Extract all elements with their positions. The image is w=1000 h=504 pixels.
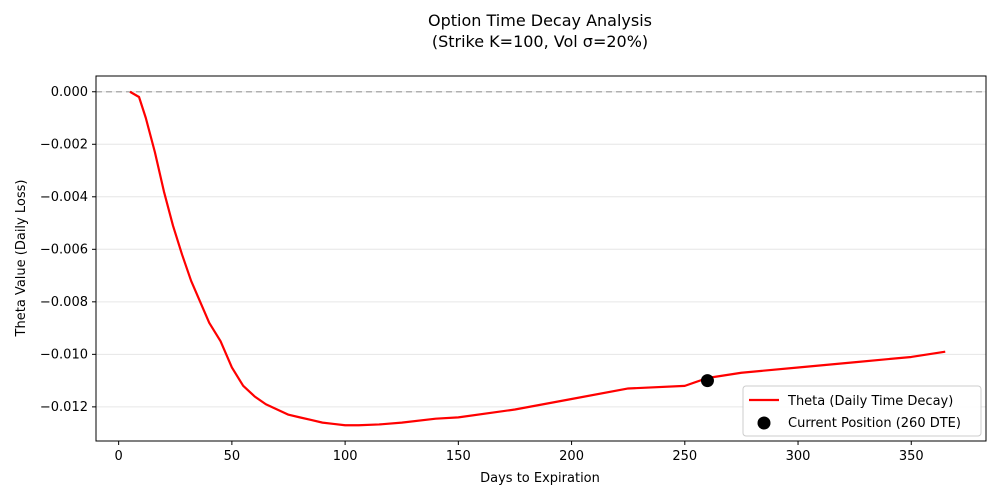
series-layer bbox=[129, 90, 946, 427]
x-axis-label: Days to Expiration bbox=[480, 471, 600, 486]
y-tick-label: −0.008 bbox=[40, 295, 88, 310]
legend-marker-swatch bbox=[757, 416, 771, 430]
legend-label-theta: Theta (Daily Time Decay) bbox=[787, 394, 953, 409]
y-axis-label: Theta Value (Daily Loss) bbox=[14, 180, 29, 338]
chart-subtitle: (Strike K=100, Vol σ=20%) bbox=[432, 32, 648, 51]
x-tick-label: 300 bbox=[786, 449, 811, 464]
x-tick-label: 100 bbox=[333, 449, 358, 464]
chart-title: Option Time Decay Analysis bbox=[428, 11, 652, 30]
current-position-point bbox=[700, 374, 714, 388]
grid-layer bbox=[96, 91, 986, 408]
x-tick-label: 0 bbox=[115, 449, 123, 464]
x-axis-ticks: 0 50 100 150 200 250 300 350 bbox=[115, 441, 924, 464]
y-tick-label: −0.010 bbox=[40, 347, 88, 362]
x-tick-label: 350 bbox=[899, 449, 924, 464]
x-tick-label: 50 bbox=[224, 449, 241, 464]
y-tick-label: −0.002 bbox=[40, 137, 88, 152]
x-tick-label: 200 bbox=[559, 449, 584, 464]
theta-line bbox=[129, 90, 946, 427]
y-tick-label: −0.006 bbox=[40, 242, 88, 257]
legend-box bbox=[742, 385, 982, 437]
legend-label-position: Current Position (260 DTE) bbox=[788, 416, 961, 431]
x-tick-label: 150 bbox=[446, 449, 471, 464]
legend: Theta (Daily Time Decay) Current Positio… bbox=[742, 385, 982, 437]
y-tick-label: 0.000 bbox=[51, 85, 88, 100]
y-axis-ticks: 0.000 −0.002 −0.004 −0.006 −0.008 −0.010 −0.01… bbox=[40, 85, 96, 415]
y-tick-label: −0.012 bbox=[40, 400, 88, 415]
plot-frame bbox=[95, 75, 987, 442]
x-tick-label: 250 bbox=[672, 449, 697, 464]
y-tick-label: −0.004 bbox=[40, 190, 88, 205]
